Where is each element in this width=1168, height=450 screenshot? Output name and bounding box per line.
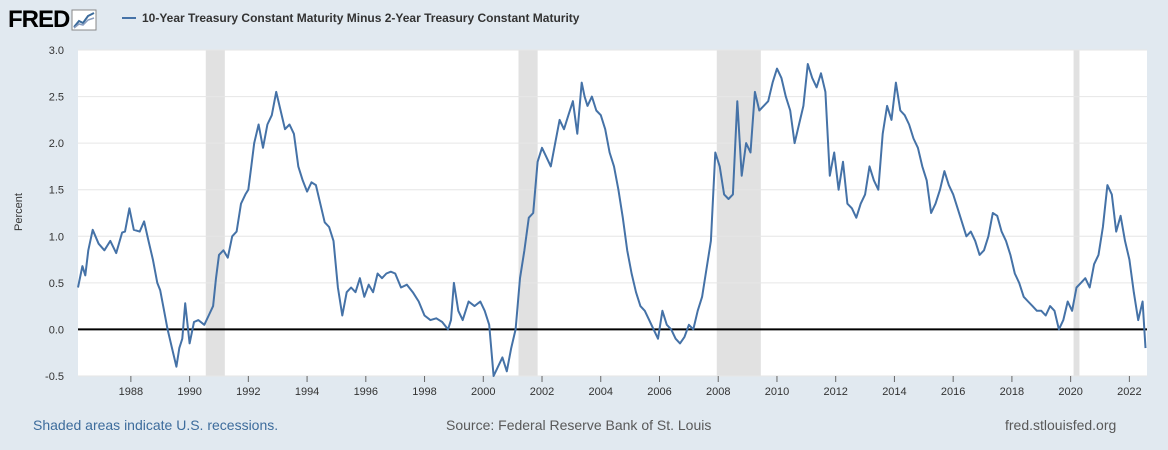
recession-band xyxy=(1073,50,1080,376)
x-tick-label: 1998 xyxy=(412,386,436,398)
x-tick-label: 1992 xyxy=(236,386,260,398)
y-tick-label: 0.0 xyxy=(49,324,64,336)
legend-label: 10-Year Treasury Constant Maturity Minus… xyxy=(142,11,580,25)
recession-note[interactable]: Shaded areas indicate U.S. recessions. xyxy=(33,417,279,433)
source-note: Source: Federal Reserve Bank of St. Loui… xyxy=(446,417,712,433)
x-tick-label: 2014 xyxy=(882,386,906,398)
site-link[interactable]: fred.stlouisfed.org xyxy=(1005,417,1117,433)
x-tick-label: 2022 xyxy=(1117,386,1141,398)
x-tick-label: 2002 xyxy=(530,386,554,398)
x-tick-label: 1990 xyxy=(177,386,201,398)
chart-legend: 10-Year Treasury Constant Maturity Minus… xyxy=(122,11,579,25)
y-axis-ticks: -0.5 0.0 0.5 1.0 1.5 2.0 2.5 3.0 xyxy=(45,45,64,383)
x-tick-label: 2020 xyxy=(1058,386,1082,398)
plot-background xyxy=(78,50,1147,376)
x-tick-label: 2006 xyxy=(647,386,671,398)
x-tick-label: 2000 xyxy=(471,386,495,398)
x-tick-label: 2012 xyxy=(823,386,847,398)
x-tick-label: 1994 xyxy=(295,386,319,398)
series-line xyxy=(77,63,1147,377)
y-tick-label: 2.5 xyxy=(49,92,64,104)
y-axis-label: Percent xyxy=(13,193,25,231)
y-tick-label: 1.0 xyxy=(49,231,64,243)
logo-text: FRED xyxy=(8,6,70,33)
series-group xyxy=(77,63,1147,377)
legend-swatch xyxy=(122,17,136,19)
logo-chart-icon xyxy=(71,9,97,31)
x-tick-label: 2018 xyxy=(1000,386,1024,398)
x-tick-label: 1996 xyxy=(354,386,378,398)
x-tick-label: 1988 xyxy=(119,386,143,398)
recession-band xyxy=(205,50,225,376)
x-tick-label: 2016 xyxy=(941,386,965,398)
x-tick-label: 2008 xyxy=(706,386,730,398)
x-axis-ticks: 1988 1990 1992 1994 1996 1998 2000 2002 2004 2006… xyxy=(119,376,1142,398)
recession-shading xyxy=(205,50,1080,376)
grid-lines xyxy=(78,49,1147,377)
x-tick-label: 2004 xyxy=(589,386,613,398)
y-tick-label: 0.5 xyxy=(49,278,64,290)
y-tick-label: 3.0 xyxy=(49,45,64,57)
y-tick-label: 2.0 xyxy=(49,138,64,150)
y-tick-label: 1.5 xyxy=(49,185,64,197)
recession-band xyxy=(518,50,538,376)
fred-logo[interactable]: FRED xyxy=(8,6,97,34)
y-tick-label: -0.5 xyxy=(45,371,64,383)
x-tick-label: 2010 xyxy=(765,386,789,398)
